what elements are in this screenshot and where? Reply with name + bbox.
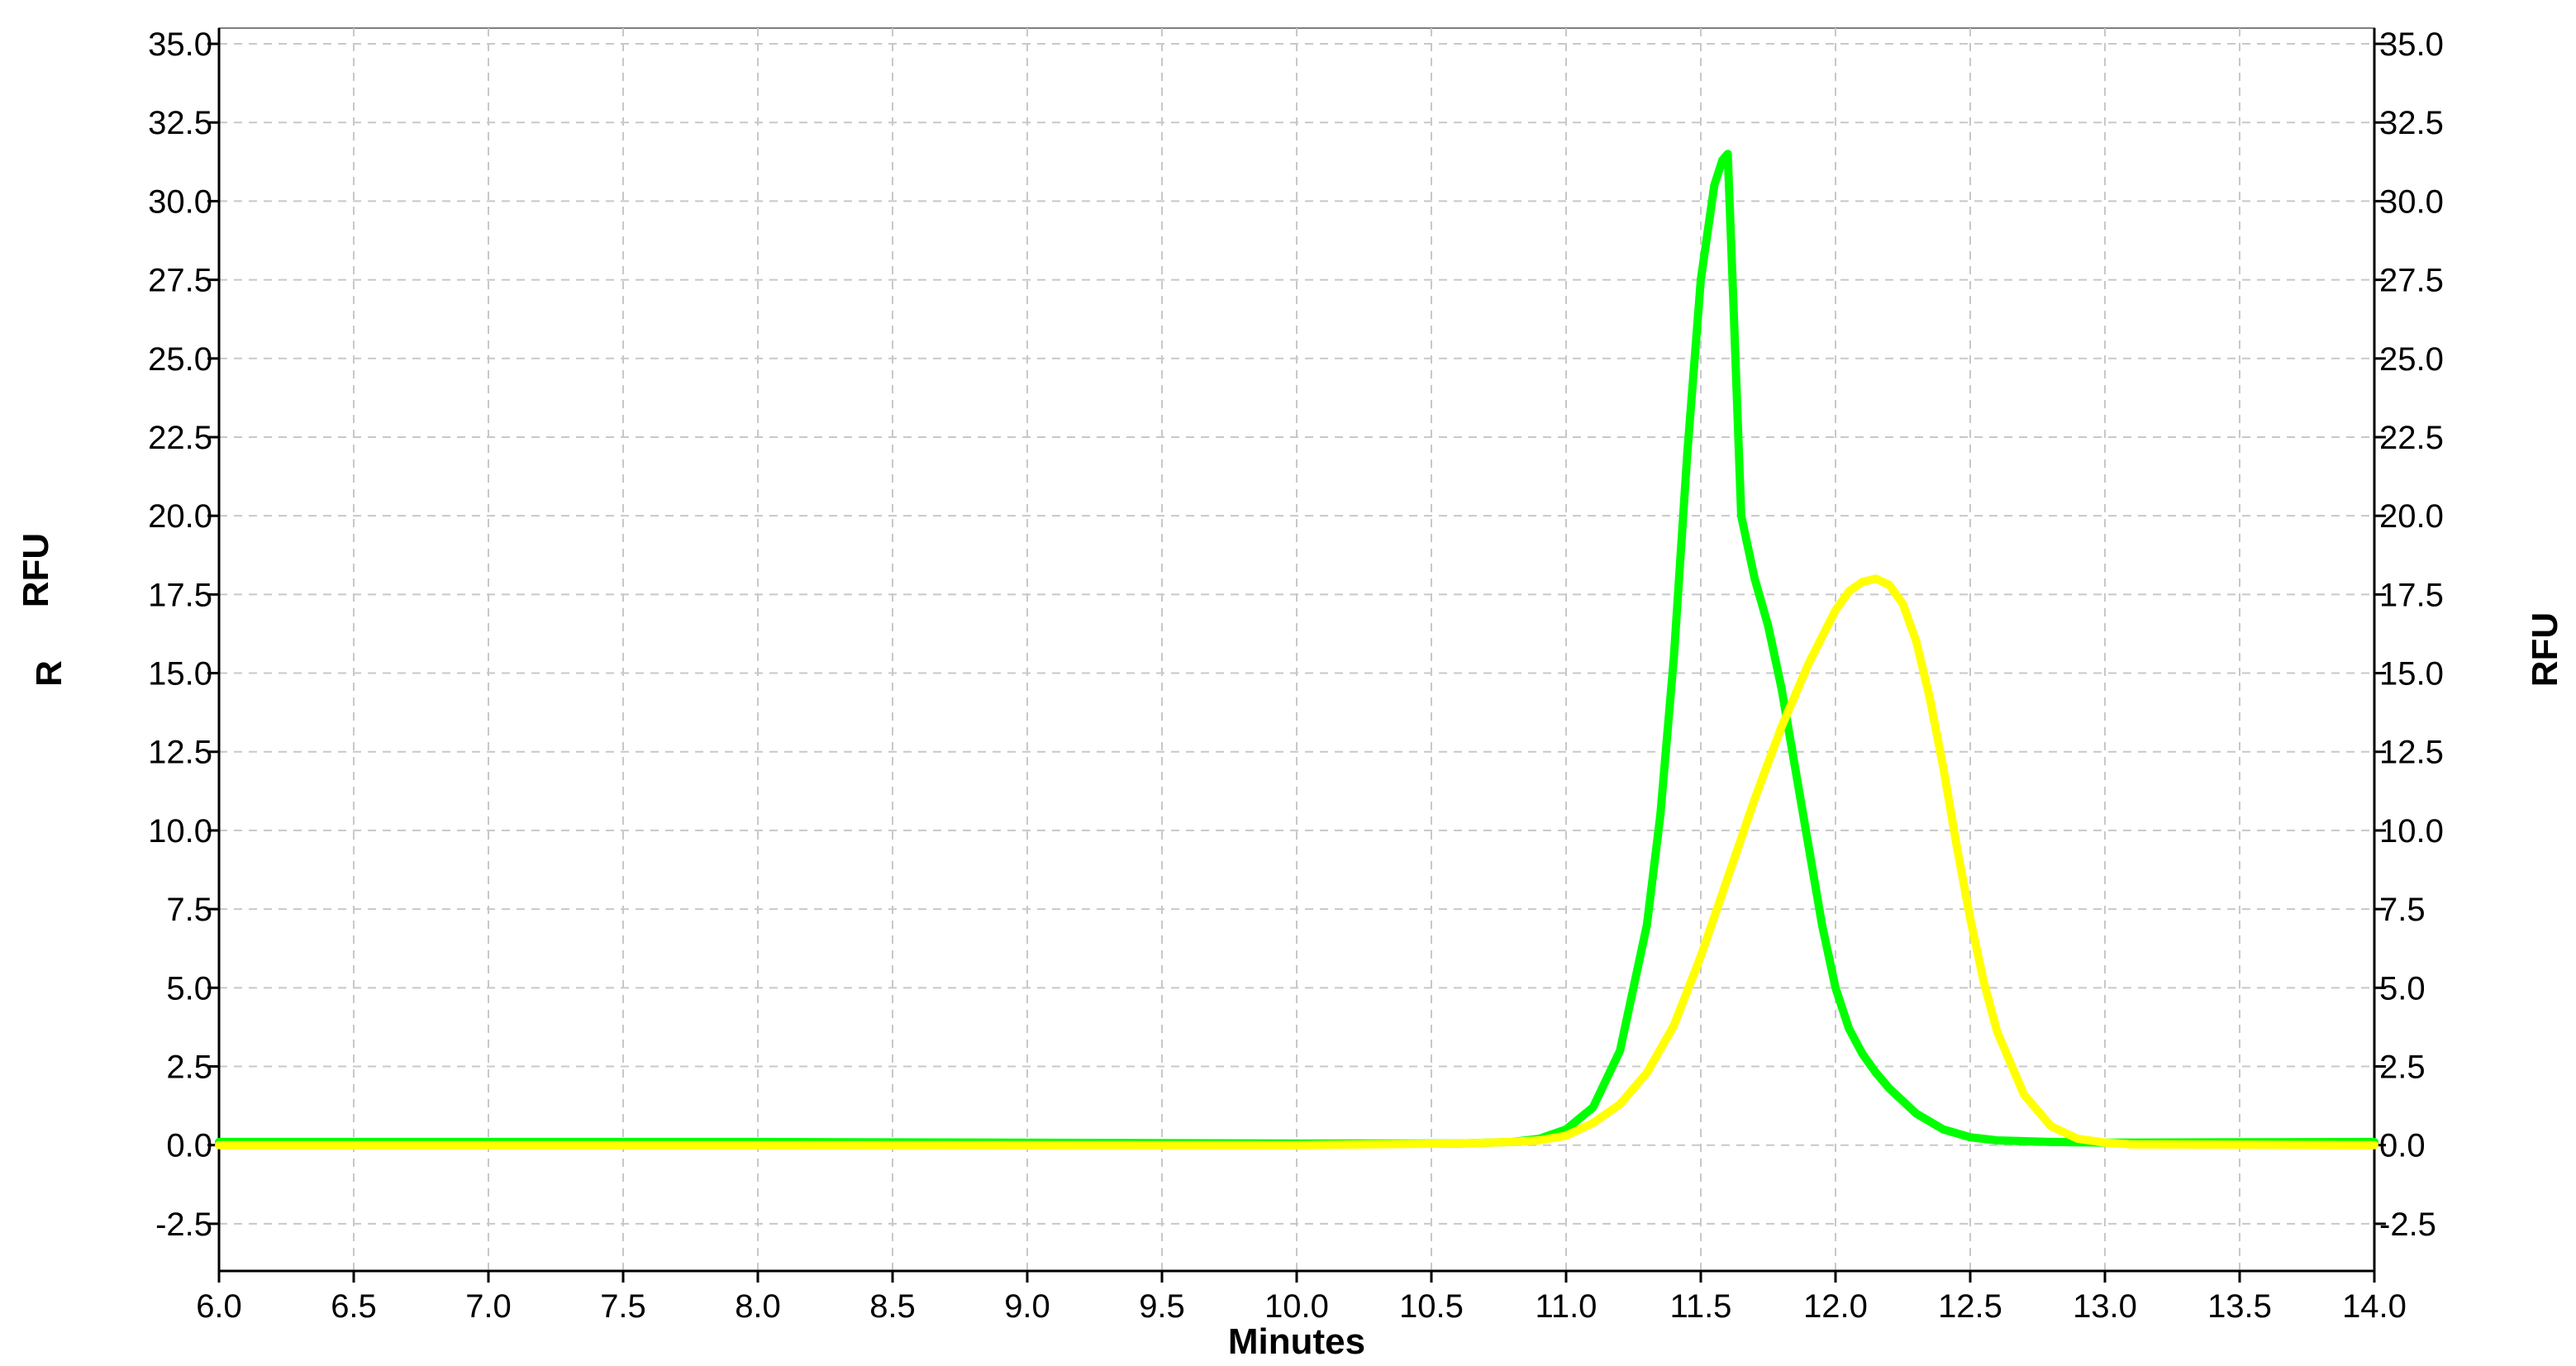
x-tick-label: 7.0 xyxy=(465,1288,512,1325)
right-y-tick-label: 35.0 xyxy=(2379,26,2444,63)
left-y-tick-label: 0.0 xyxy=(166,1128,212,1164)
left-y-tick-label: 2.5 xyxy=(166,1049,212,1086)
left-y-tick-label: 25.0 xyxy=(148,341,212,378)
left-y-axis-title-stub: R xyxy=(29,660,69,687)
left-y-axis-title: RFU xyxy=(16,533,56,607)
right-y-tick-label: 17.5 xyxy=(2379,577,2444,613)
right-y-tick-label: 2.5 xyxy=(2379,1049,2426,1086)
left-y-tick-label: 10.0 xyxy=(148,813,212,850)
x-tick-label: 12.0 xyxy=(1803,1288,1868,1325)
ticks: 6.0 6.5 7.0 7.5 8.0 8.5 9.0 9.5 10.0 10.5 11.0 11.5… xyxy=(148,26,2444,1325)
series-line-2 xyxy=(215,574,2378,1149)
x-tick-label: 6.5 xyxy=(331,1288,377,1325)
x-tick-label: 8.5 xyxy=(869,1288,916,1325)
x-tick-label: 11.0 xyxy=(1536,1288,1598,1325)
right-y-tick-label: 5.0 xyxy=(2379,970,2426,1007)
x-tick-label: 14.0 xyxy=(2342,1288,2407,1325)
x-tick-label: 13.0 xyxy=(2073,1288,2137,1325)
series-group xyxy=(215,150,2378,1149)
right-y-tick-label: 25.0 xyxy=(2379,341,2444,378)
right-y-tick-label: 12.5 xyxy=(2379,735,2444,771)
right-y-tick-label: 22.5 xyxy=(2379,420,2444,456)
x-tick-label: 7.5 xyxy=(600,1288,646,1325)
right-y-tick-label: 0.0 xyxy=(2379,1128,2426,1164)
x-tick-label: 8.0 xyxy=(735,1288,781,1325)
left-y-tick-label: 5.0 xyxy=(166,970,212,1007)
x-tick-label: 10.0 xyxy=(1264,1288,1329,1325)
left-y-tick-label: 27.5 xyxy=(148,263,212,299)
x-tick-label: 9.0 xyxy=(1004,1288,1050,1325)
left-y-tick-label: 22.5 xyxy=(148,420,212,456)
right-y-tick-label: 32.5 xyxy=(2379,105,2444,141)
right-y-tick-label: 20.0 xyxy=(2379,498,2444,535)
right-y-tick-label: 15.0 xyxy=(2379,656,2444,693)
left-y-tick-label: 35.0 xyxy=(148,26,212,63)
x-axis-title: Minutes xyxy=(1228,1321,1365,1362)
x-tick-label: 11.5 xyxy=(1670,1288,1732,1325)
x-tick-label: 10.5 xyxy=(1399,1288,1464,1325)
left-y-tick-label: 17.5 xyxy=(148,577,212,613)
right-y-tick-label: 10.0 xyxy=(2379,813,2444,850)
grid xyxy=(219,28,2374,1271)
left-y-tick-label: 30.0 xyxy=(148,183,212,220)
x-tick-label: 9.5 xyxy=(1139,1288,1185,1325)
right-y-tick-label: -2.5 xyxy=(2379,1207,2436,1243)
x-tick-label: 6.0 xyxy=(196,1288,242,1325)
left-y-tick-label: 20.0 xyxy=(148,498,212,535)
x-tick-label: 13.5 xyxy=(2207,1288,2272,1325)
left-y-tick-label: 32.5 xyxy=(148,105,212,141)
left-y-tick-label: 15.0 xyxy=(148,656,212,693)
left-y-tick-label: 7.5 xyxy=(166,892,212,928)
right-y-tick-label: 27.5 xyxy=(2379,263,2444,299)
right-y-tick-label: 30.0 xyxy=(2379,183,2444,220)
left-y-tick-label: -2.5 xyxy=(155,1207,212,1243)
series-line-1 xyxy=(215,150,2378,1148)
right-y-tick-label: 7.5 xyxy=(2379,892,2426,928)
right-y-axis-title: RFU xyxy=(2525,612,2565,687)
left-y-tick-label: 12.5 xyxy=(148,735,212,771)
x-tick-label: 12.5 xyxy=(1938,1288,2002,1325)
